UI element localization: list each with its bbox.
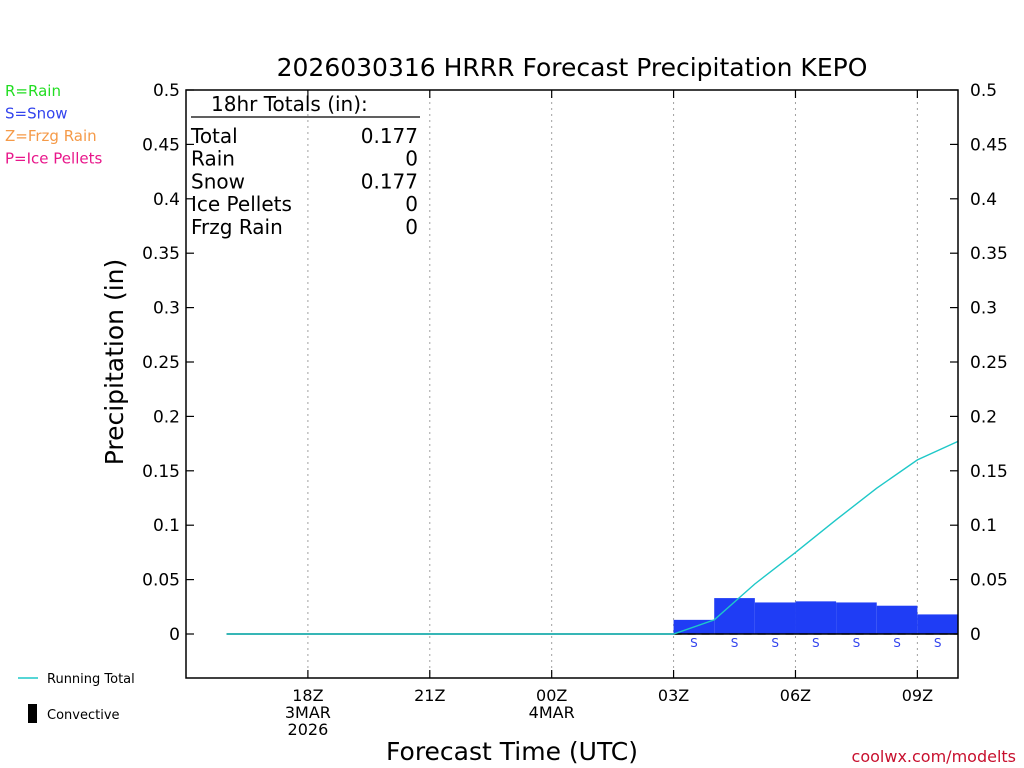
convective-legend-swatch <box>28 704 37 723</box>
type-marker: S <box>812 636 820 650</box>
totals-header: 18hr Totals (in): <box>211 92 368 116</box>
y-axis-left: 0 0.05 0.1 0.15 0.2 0.25 0.3 0.35 0.4 0.45 0.5 <box>142 81 194 645</box>
y-tick-label: 0.35 <box>142 244 180 264</box>
x-tick-label: 4MAR <box>529 703 575 722</box>
y-axis-right: 0 0.05 0.1 0.15 0.2 0.25 0.3 0.35 0.4 0.45 0.5 <box>950 81 1008 645</box>
type-legend-item: S=Snow <box>5 105 68 123</box>
x-tick-label: 06Z <box>780 686 811 705</box>
precip-bar <box>754 602 796 634</box>
x-tick-label: 2026 <box>288 720 329 739</box>
y-tick-label-right: 0 <box>970 625 981 645</box>
y-tick-label-right: 0.45 <box>970 135 1008 155</box>
grid-lines <box>307 90 918 678</box>
type-marker: S <box>853 636 861 650</box>
precip-bar <box>795 601 837 634</box>
y-tick-label-right: 0.1 <box>970 516 997 536</box>
type-legend-item: Z=Frzg Rain <box>5 127 97 145</box>
x-tick-label: 09Z <box>902 686 933 705</box>
y-tick-label: 0.15 <box>142 462 180 482</box>
totals-row-label: Rain <box>191 147 235 171</box>
type-legend-item: P=Ice Pellets <box>5 150 102 168</box>
precip-bar <box>836 602 877 634</box>
x-tick-label: 3MAR <box>285 703 331 722</box>
totals-row-value: 0.177 <box>361 169 418 193</box>
running-total-legend-label: Running Total <box>47 672 135 687</box>
type-marker: S <box>893 636 901 650</box>
chart-title: 2026030316 HRRR Forecast Precipitation K… <box>277 53 868 82</box>
x-axis-label: Forecast Time (UTC) <box>386 737 638 766</box>
type-legend: R=Rain S=Snow Z=Frzg Rain P=Ice Pellets <box>5 82 102 168</box>
y-tick-label-right: 0.5 <box>970 81 997 101</box>
type-legend-item: R=Rain <box>5 82 61 100</box>
running-total-line <box>226 440 959 635</box>
totals-box: 18hr Totals (in): Total 0.177 Rain 0 Snow 0.1… <box>190 92 420 239</box>
y-tick-label: 0.1 <box>153 516 180 536</box>
y-tick-label: 0.2 <box>153 407 180 427</box>
y-tick-label: 0.4 <box>153 190 180 210</box>
series-legend: Running Total Convective <box>18 672 135 723</box>
type-marker: S <box>731 636 739 650</box>
y-tick-label-right: 0.3 <box>970 299 997 319</box>
x-tick-label: 03Z <box>658 686 689 705</box>
credit-text: coolwx.com/modelts <box>852 747 1016 766</box>
y-tick-label-right: 0.35 <box>970 244 1008 264</box>
running-total-series <box>226 440 959 635</box>
x-tick-label: 00Z <box>536 686 567 705</box>
totals-row-label: Snow <box>191 169 245 193</box>
y-tick-label-right: 0.25 <box>970 353 1008 373</box>
type-marker: S <box>690 636 698 650</box>
x-tick-label: 21Z <box>414 686 445 705</box>
y-tick-label: 0.45 <box>142 135 180 155</box>
y-tick-label: 0.25 <box>142 353 180 373</box>
x-tick-label: 18Z <box>292 686 323 705</box>
y-tick-label-right: 0.05 <box>970 571 1008 591</box>
y-tick-label-right: 0.15 <box>970 462 1008 482</box>
totals-row-label: Ice Pellets <box>191 192 292 216</box>
totals-row-label: Frzg Rain <box>191 215 283 239</box>
y-tick-label: 0.3 <box>153 299 180 319</box>
precip-bar <box>917 614 958 634</box>
plot-frame <box>185 89 959 679</box>
y-axis-label: Precipitation (in) <box>100 259 129 466</box>
totals-row-value: 0.177 <box>361 124 418 148</box>
y-tick-label: 0.5 <box>153 81 180 101</box>
y-tick-label-right: 0.2 <box>970 407 997 427</box>
precip-bar <box>876 605 918 634</box>
totals-row-value: 0 <box>405 192 418 216</box>
totals-rows: Total 0.177 Rain 0 Snow 0.177 Ice Pellets 0 Frzg… <box>190 124 418 239</box>
convective-legend-label: Convective <box>47 708 120 723</box>
y-tick-label-right: 0.4 <box>970 190 997 210</box>
totals-row-value: 0 <box>405 215 418 239</box>
precip-bar <box>714 598 755 634</box>
type-marker: S <box>934 636 942 650</box>
totals-row-value: 0 <box>405 147 418 171</box>
y-tick-label: 0 <box>169 625 180 645</box>
precip-bars <box>673 598 958 634</box>
type-marker: S <box>771 636 779 650</box>
y-tick-label: 0.05 <box>142 571 180 591</box>
totals-row-label: Total <box>190 124 238 148</box>
